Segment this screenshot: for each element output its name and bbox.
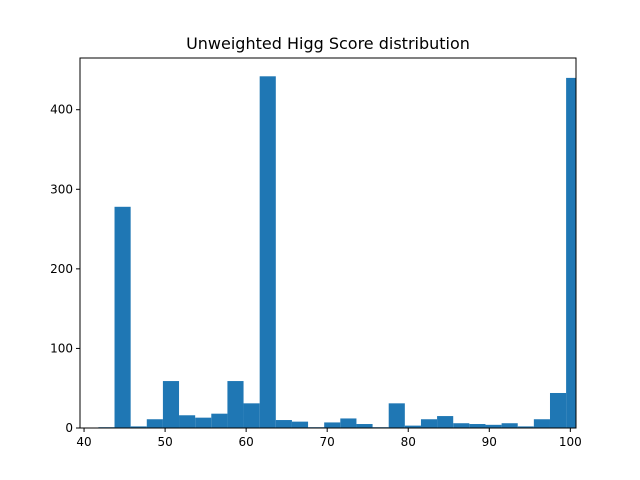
histogram-bar: [420, 419, 438, 428]
histogram-bar: [275, 420, 292, 428]
x-tick-label: 60: [239, 435, 254, 449]
y-tick-label: 100: [50, 341, 73, 355]
x-tick-label: 90: [482, 435, 497, 449]
histogram-bar: [501, 423, 518, 428]
x-tick-label: 100: [559, 435, 582, 449]
histogram-bar: [485, 424, 502, 428]
y-axis: 0 100 200 300 400: [50, 103, 80, 435]
y-tick-label: 200: [50, 262, 73, 276]
histogram-bar: [566, 77, 576, 429]
histogram-bar: [243, 403, 260, 428]
histogram-bar: [259, 76, 276, 428]
histogram-bar: [549, 392, 567, 428]
histogram-bar: [404, 425, 421, 428]
histogram-bar: [195, 417, 212, 428]
histogram-bar: [388, 403, 405, 428]
histogram-bar: [340, 418, 357, 428]
histogram-bar: [179, 415, 196, 428]
histogram-bar: [211, 413, 228, 428]
histogram-bar: [227, 381, 244, 428]
histogram-bar: [533, 419, 550, 428]
x-axis: 40 50 60 70 80 90 100: [76, 428, 582, 449]
histogram-bars: [98, 76, 576, 429]
histogram-bar: [130, 426, 147, 428]
histogram-bar: [146, 419, 163, 428]
x-tick-label: 40: [76, 435, 91, 449]
x-tick-label: 50: [157, 435, 172, 449]
histogram-bar: [114, 206, 131, 428]
histogram-bar: [162, 381, 180, 428]
y-tick-label: 400: [50, 103, 73, 117]
histogram-bar: [324, 422, 341, 428]
x-tick-label: 70: [320, 435, 335, 449]
axes-frame: [79, 57, 577, 429]
histogram-bar: [437, 416, 454, 428]
y-tick-label: 0: [65, 421, 73, 435]
chart-title: Unweighted Higg Score distribution: [186, 34, 470, 53]
histogram-bar: [356, 424, 373, 428]
histogram-bar: [453, 423, 470, 428]
histogram-bar: [291, 421, 309, 428]
y-tick-label: 300: [50, 182, 73, 196]
x-tick-label: 80: [401, 435, 416, 449]
histogram-bar: [469, 424, 486, 428]
histogram-bar: [517, 426, 534, 428]
